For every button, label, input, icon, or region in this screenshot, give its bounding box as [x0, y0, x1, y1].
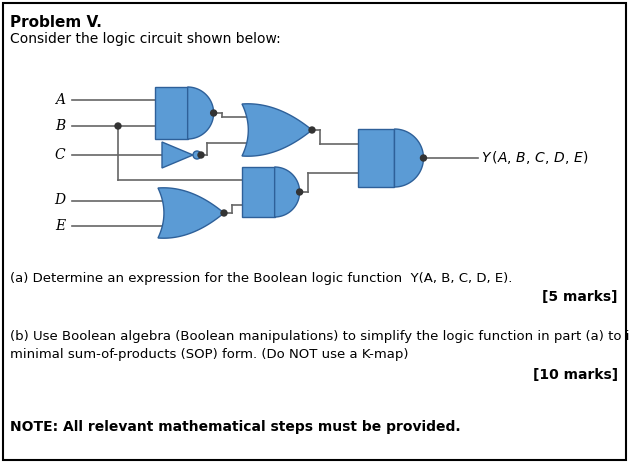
Text: E: E [55, 219, 65, 232]
Text: minimal sum-of-products (SOP) form. (Do NOT use a K-map): minimal sum-of-products (SOP) form. (Do … [10, 348, 408, 361]
Circle shape [309, 127, 315, 133]
Polygon shape [155, 87, 187, 139]
Text: C: C [54, 148, 65, 162]
Circle shape [211, 110, 216, 116]
Polygon shape [242, 104, 312, 156]
Polygon shape [158, 188, 224, 238]
Text: A: A [55, 93, 65, 107]
Polygon shape [187, 87, 214, 139]
Text: [5 marks]: [5 marks] [542, 290, 618, 304]
Text: D: D [54, 194, 65, 207]
Text: NOTE: All relevant mathematical steps must be provided.: NOTE: All relevant mathematical steps mu… [10, 420, 460, 434]
Circle shape [193, 151, 201, 159]
Polygon shape [358, 129, 394, 187]
Text: B: B [55, 119, 65, 133]
Circle shape [221, 210, 227, 216]
Polygon shape [162, 142, 193, 168]
Polygon shape [275, 167, 299, 217]
Polygon shape [242, 167, 275, 217]
Text: (a) Determine an expression for the Boolean logic function  Y(A, B, C, D, E).: (a) Determine an expression for the Bool… [10, 272, 513, 285]
Circle shape [297, 189, 303, 195]
Circle shape [198, 152, 204, 158]
Circle shape [115, 123, 121, 129]
Text: [10 marks]: [10 marks] [533, 368, 618, 382]
Polygon shape [394, 129, 423, 187]
Text: Consider the logic circuit shown below:: Consider the logic circuit shown below: [10, 32, 281, 46]
Circle shape [420, 155, 426, 161]
Text: $Y\,(A,\,B,\,C,\,D,\,E)$: $Y\,(A,\,B,\,C,\,D,\,E)$ [481, 150, 589, 167]
Text: Problem V.: Problem V. [10, 15, 102, 30]
Text: (b) Use Boolean algebra (Boolean manipulations) to simplify the logic function i: (b) Use Boolean algebra (Boolean manipul… [10, 330, 629, 343]
